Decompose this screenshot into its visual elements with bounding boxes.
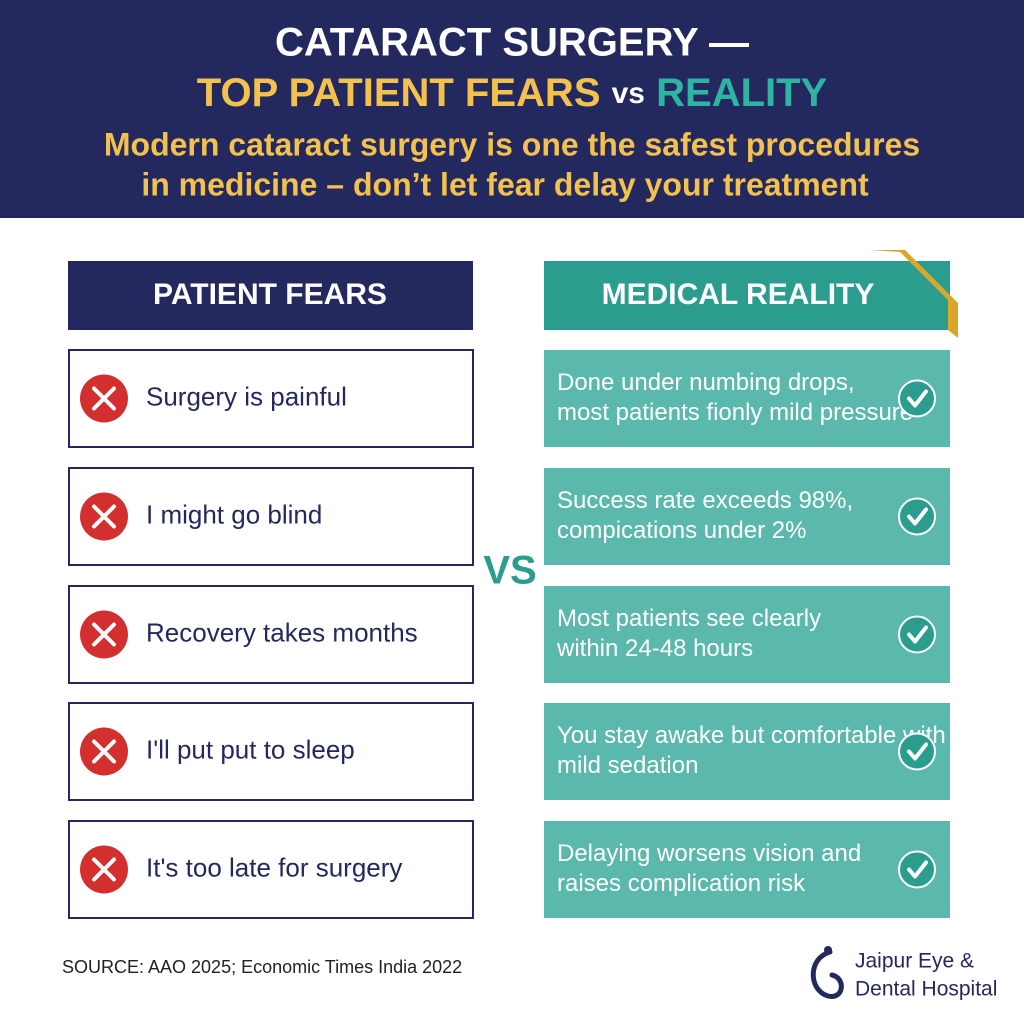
reality-text: Success rate exceeds 98%, bbox=[557, 487, 853, 514]
reality-box bbox=[544, 468, 950, 565]
fears-heading-box bbox=[68, 261, 473, 330]
title-reality: REALITY bbox=[656, 71, 827, 115]
reality-text: mild sedation bbox=[557, 752, 698, 779]
fear-text: Surgery is painful bbox=[146, 381, 347, 411]
logo-icon bbox=[810, 946, 844, 999]
check-icon bbox=[898, 850, 936, 889]
check-mark bbox=[907, 389, 928, 408]
reality-text: Delaying worsens vision and bbox=[557, 840, 861, 867]
title-vs: vs bbox=[612, 77, 645, 110]
title-line2: TOP PATIENT FEARS vs REALITY bbox=[197, 71, 828, 115]
logo-text: Dental Hospital bbox=[855, 978, 997, 1001]
check-icon bbox=[898, 732, 936, 771]
fear-box bbox=[68, 702, 474, 801]
subtitle: Modern cataract surgery is one the safes… bbox=[104, 126, 920, 162]
source: SOURCE: AAO 2025; Economic Times India 2… bbox=[62, 957, 462, 977]
reality-heading: MEDICAL REALITY bbox=[602, 278, 875, 311]
check-icon bbox=[898, 497, 936, 536]
check-mark bbox=[907, 507, 928, 526]
reality-heading-box bbox=[544, 261, 950, 330]
title-fears: TOP PATIENT FEARS bbox=[197, 71, 601, 115]
check-mark bbox=[907, 742, 928, 761]
reality-box bbox=[544, 586, 950, 683]
check-icon bbox=[898, 615, 936, 654]
reality-text: Most patients see clearly bbox=[557, 605, 821, 632]
fear-box bbox=[68, 820, 474, 919]
fear-text: I might go blind bbox=[146, 499, 322, 529]
reality-text: within 24-48 hours bbox=[556, 635, 753, 662]
check-mark bbox=[907, 860, 928, 879]
title: CATARACT SURGERY — bbox=[275, 21, 749, 65]
vs: VS bbox=[483, 549, 536, 593]
x-mark bbox=[92, 386, 116, 411]
reality-text: raises complication risk bbox=[557, 870, 806, 897]
reality-text: Done under numbing drops, bbox=[557, 369, 855, 396]
fear-text: Recovery takes months bbox=[146, 617, 418, 647]
fear-text: I'll put put to sleep bbox=[146, 734, 355, 764]
subtitle: in medicine – don’t let fear delay your … bbox=[141, 166, 869, 202]
check-mark bbox=[907, 625, 928, 644]
fear-box bbox=[68, 349, 474, 448]
reality-box bbox=[544, 350, 950, 447]
fears-heading: PATIENT FEARS bbox=[153, 278, 387, 311]
x-mark bbox=[92, 739, 116, 764]
fear-box bbox=[68, 467, 474, 566]
reality-box bbox=[544, 703, 950, 800]
reality-box bbox=[544, 821, 950, 918]
fear-box bbox=[68, 585, 474, 684]
reality-text: most patients fionly mild pressure bbox=[557, 399, 913, 426]
ribbon bbox=[870, 250, 958, 338]
x-mark bbox=[92, 622, 116, 647]
check-icon bbox=[898, 379, 936, 418]
header-band bbox=[0, 0, 1024, 218]
x-mark bbox=[92, 504, 116, 529]
fear-text: It's too late for surgery bbox=[146, 852, 402, 882]
logo-text: Jaipur Eye & bbox=[855, 950, 974, 973]
reality-text: compications under 2% bbox=[557, 517, 806, 544]
x-mark bbox=[92, 857, 116, 882]
reality-text: You stay awake but comfortable with bbox=[557, 722, 946, 749]
